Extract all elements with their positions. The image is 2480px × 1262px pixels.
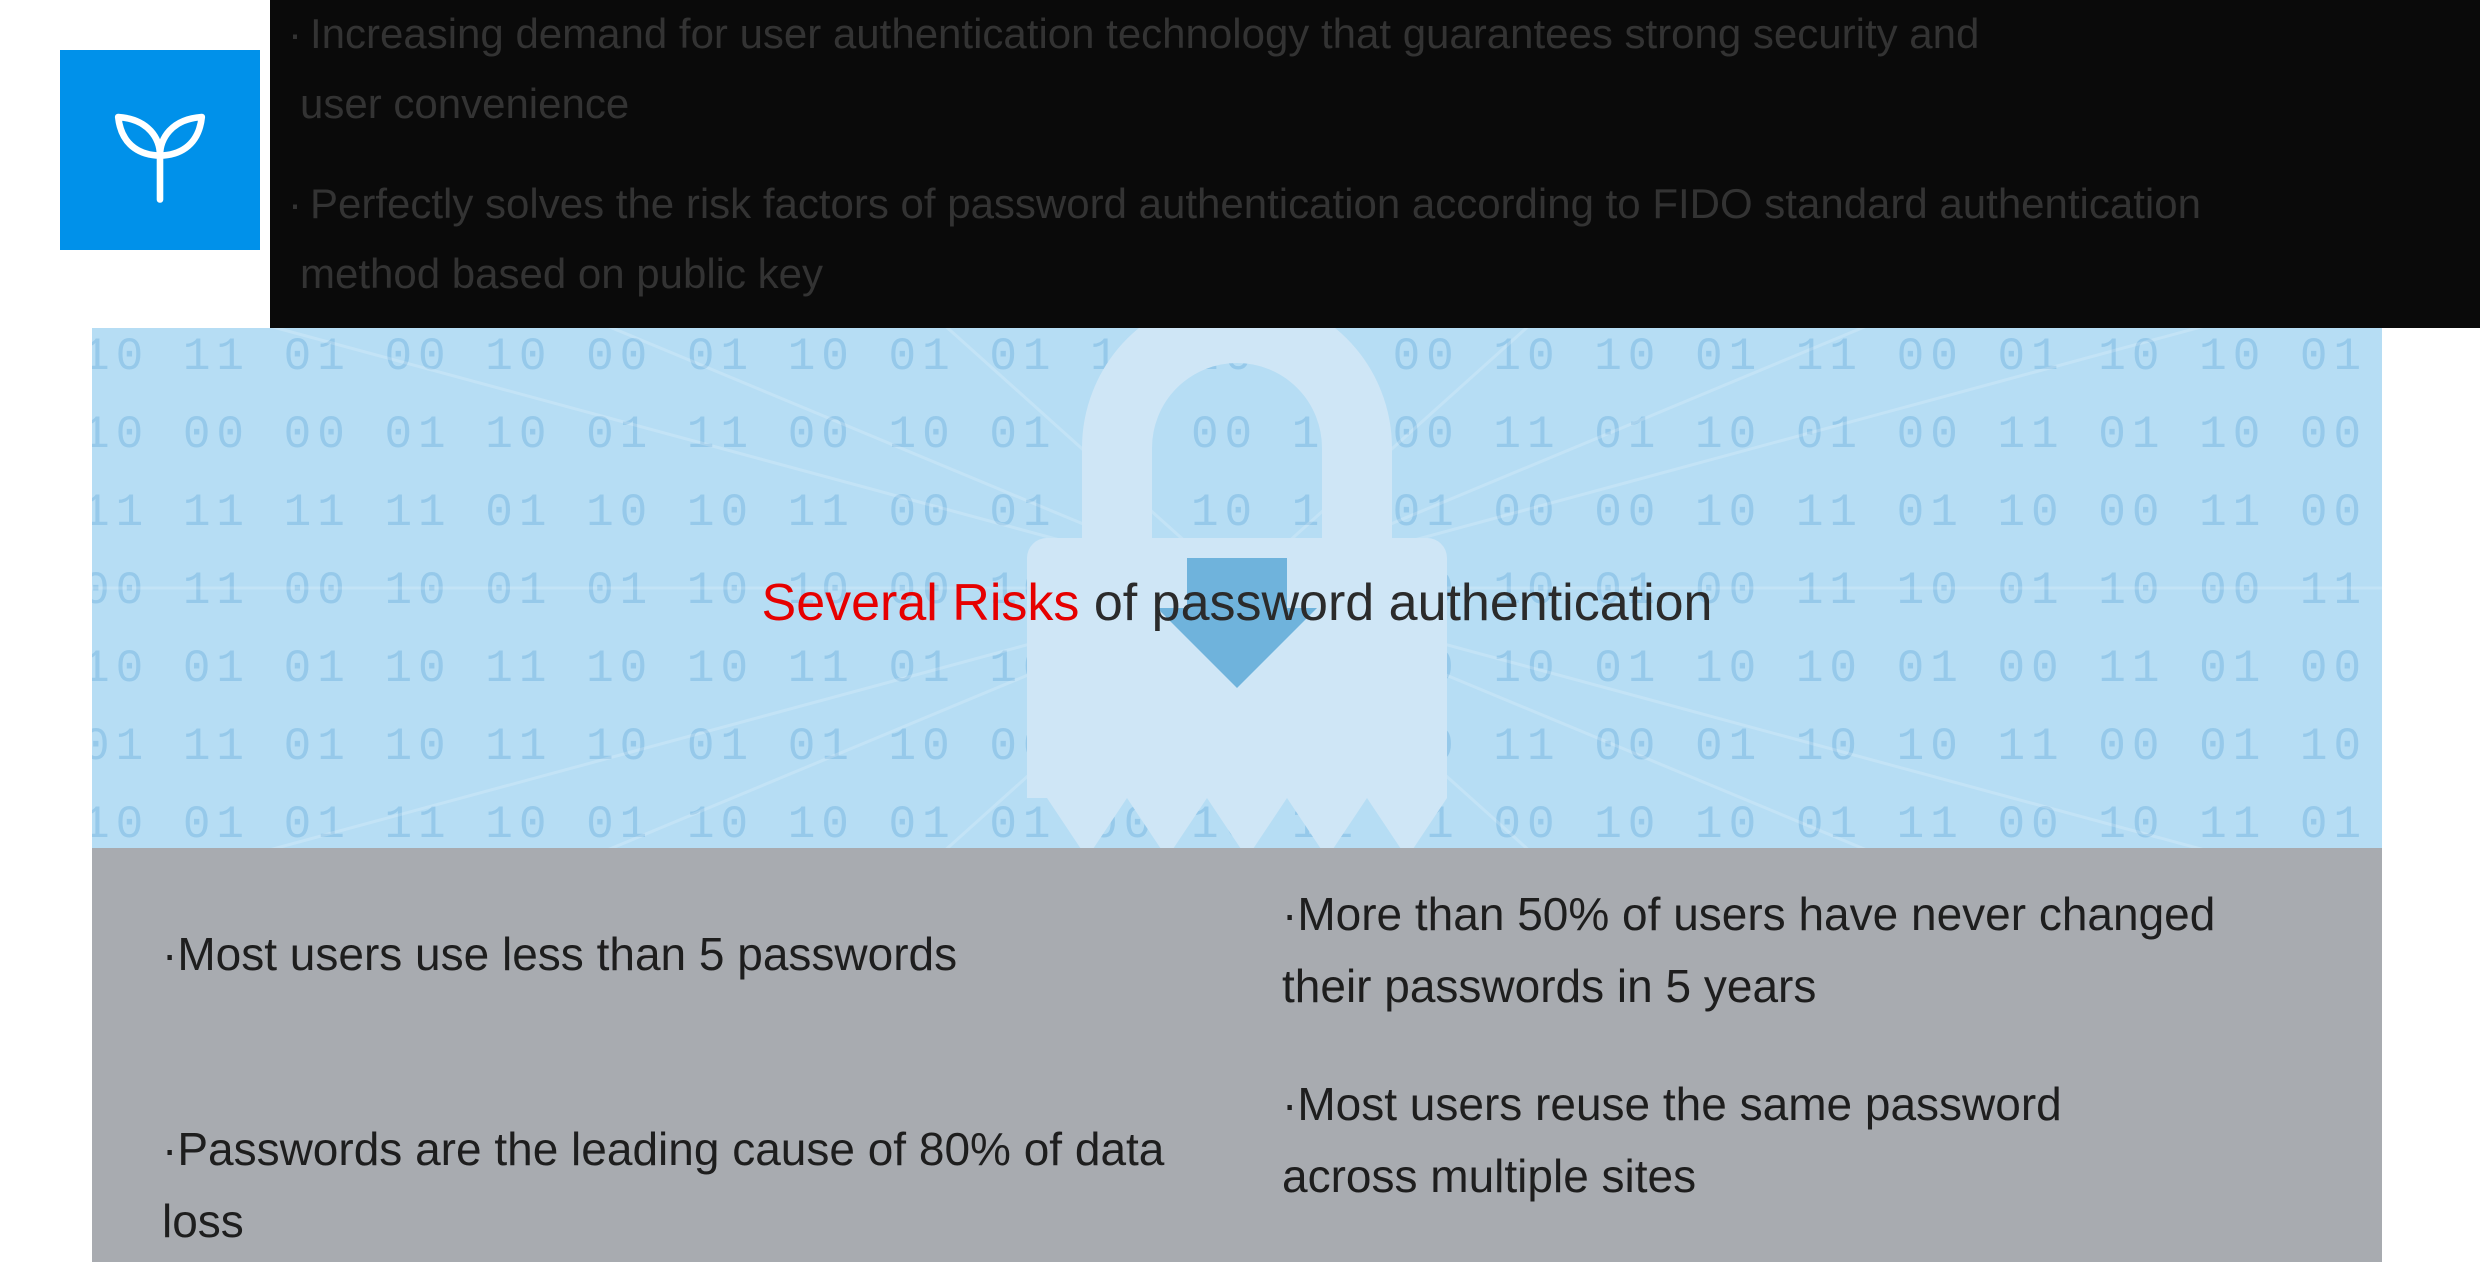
header-bullet-1-line-1: Increasing demand for user authenticatio…: [310, 10, 1979, 58]
risk-item: ·Most users use less than 5 passwords: [162, 918, 957, 990]
bullet-dot: ·: [288, 10, 302, 58]
header-bullet-2-line-1: Perfectly solves the risk factors of pas…: [310, 180, 2201, 228]
sprout-icon-box: [60, 50, 260, 250]
risk-item: ·Most users reuse the same password acro…: [1282, 1068, 2062, 1212]
risk-panel: ·Most users use less than 5 passwords ·P…: [92, 848, 2382, 1262]
risk-item: ·More than 50% of users have never chang…: [1282, 878, 2215, 1022]
header-bullet-1-line-2: user convenience: [300, 80, 629, 128]
risk-item: ·Passwords are the leading cause of 80% …: [162, 1113, 1192, 1257]
bullet-dot: ·: [288, 180, 302, 228]
sprout-icon: [105, 95, 215, 205]
header-bullet-2-line-2: method based on public key: [300, 250, 823, 298]
banner-title-highlight: Several Risks: [762, 574, 1080, 632]
banner-title: Several Risks of password authentication: [92, 573, 2382, 633]
banner-panel: 10 11 01 00 10 00 01 10 01 01 11 10 11 0…: [92, 328, 2382, 848]
header-panel: · Increasing demand for user authenticat…: [270, 0, 2480, 328]
banner-title-rest: of password authentication: [1079, 574, 1712, 632]
